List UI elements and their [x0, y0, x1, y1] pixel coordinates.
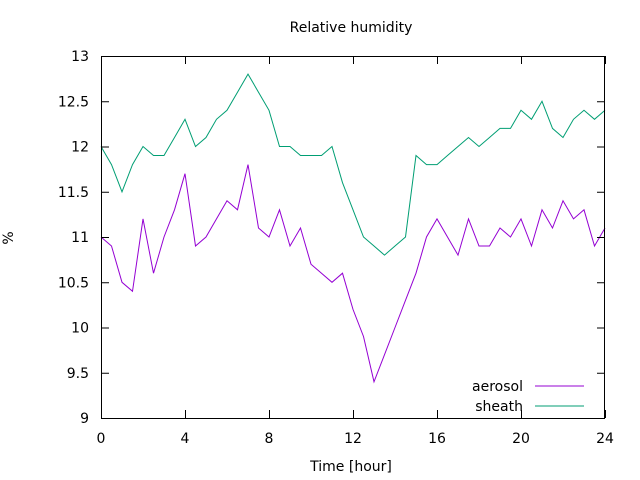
y-tick-label: 12.5: [58, 94, 89, 110]
legend-label-sheath: sheath: [475, 399, 523, 415]
x-tick-label: 8: [265, 431, 274, 447]
y-tick-label: 11: [71, 230, 89, 246]
legend-label-aerosol: aerosol: [472, 379, 523, 395]
x-tick-label: 0: [97, 431, 106, 447]
chart-title: Relative humidity: [290, 20, 413, 36]
y-tick-label: 12: [71, 140, 89, 156]
x-tick-label: 4: [181, 431, 190, 447]
y-tick-label: 11.5: [58, 185, 89, 201]
series-line-sheath: [100, 73, 606, 256]
y-tick-label: 13: [71, 49, 89, 65]
series-line-aerosol: [100, 164, 606, 384]
y-tick-label: 9.5: [67, 366, 89, 382]
x-axis-label: Time [hour]: [309, 459, 392, 475]
y-tick-label: 10: [71, 321, 89, 337]
x-tick-label: 16: [428, 431, 446, 447]
y-axis-label: %: [1, 231, 17, 244]
x-tick-label: 20: [512, 431, 530, 447]
y-tick-label: 10.5: [58, 275, 89, 291]
x-tick-label: 12: [344, 431, 362, 447]
x-tick-label: 24: [596, 431, 614, 447]
series-layer: [100, 73, 606, 384]
legend: aerosol sheath: [472, 379, 584, 415]
y-tick-label: 9: [80, 411, 89, 427]
tick-layer: 0 4 8 12 16 20 24 9 9.5 10 10.5 11 11.5 12 12.5 13: [58, 49, 614, 447]
plot-frame: [101, 56, 605, 419]
